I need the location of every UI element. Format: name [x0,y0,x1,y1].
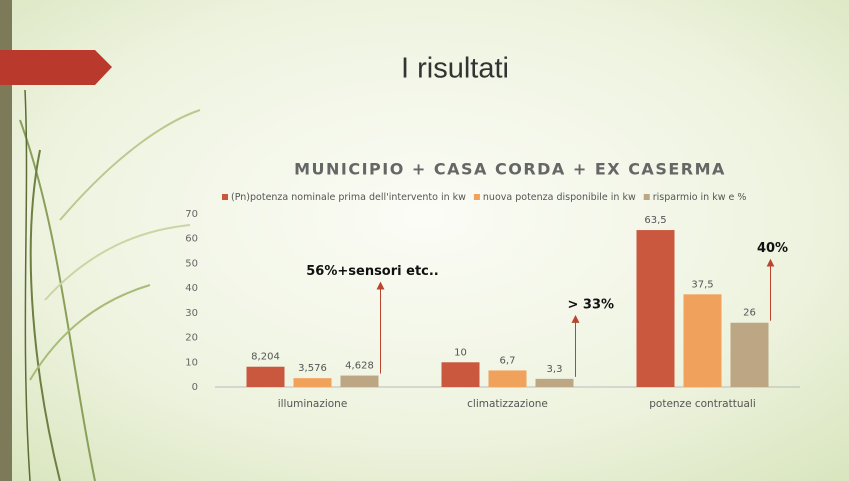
x-tick-label: potenze contrattuali [649,398,756,410]
value-label: 8,204 [251,352,280,363]
legend-swatch [643,194,650,200]
bar [246,366,285,387]
value-label: 3,576 [298,363,327,374]
legend-swatch [473,194,480,200]
bar [340,375,379,387]
annotation: > 33% [568,297,615,312]
y-tick-label: 20 [185,333,198,344]
value-label: 10 [454,347,467,358]
bar [488,370,527,387]
bar [293,378,332,387]
y-tick-label: 50 [185,258,198,269]
y-tick-label: 70 [185,209,198,220]
y-tick-label: 10 [185,357,198,368]
bar [730,322,769,387]
legend-swatch [222,194,228,200]
value-label: 63,5 [644,215,666,226]
value-label: 3,3 [547,364,563,375]
annotation: 40% [757,241,788,256]
bar [636,230,675,387]
legend-label: (Pn)potenza nominale prima dell'interven… [231,192,466,203]
y-tick-label: 0 [192,382,198,393]
y-tick-label: 60 [185,234,198,245]
value-label: 37,5 [691,279,713,290]
bar [441,362,480,387]
leaf-decoration [19,89,201,481]
title-banner [0,50,112,85]
side-band [0,0,12,481]
annotation: 56%+sensori etc.. [306,264,439,279]
value-label: 4,628 [345,361,374,372]
legend-label: risparmio in kw e % [653,192,747,203]
x-tick-label: climatizzazione [467,398,548,410]
value-label: 26 [743,308,756,319]
slide-title: I risultati [401,53,509,85]
legend-label: nuova potenza disponibile in kw [483,192,636,203]
x-tick-label: illuminazione [278,398,348,410]
y-tick-label: 40 [185,283,198,294]
value-label: 6,7 [500,355,516,366]
y-tick-label: 30 [185,308,198,319]
bar [683,294,722,387]
bar [535,378,574,387]
chart-title: MUNICIPIO + CASA CORDA + EX CASERMA [294,160,726,179]
